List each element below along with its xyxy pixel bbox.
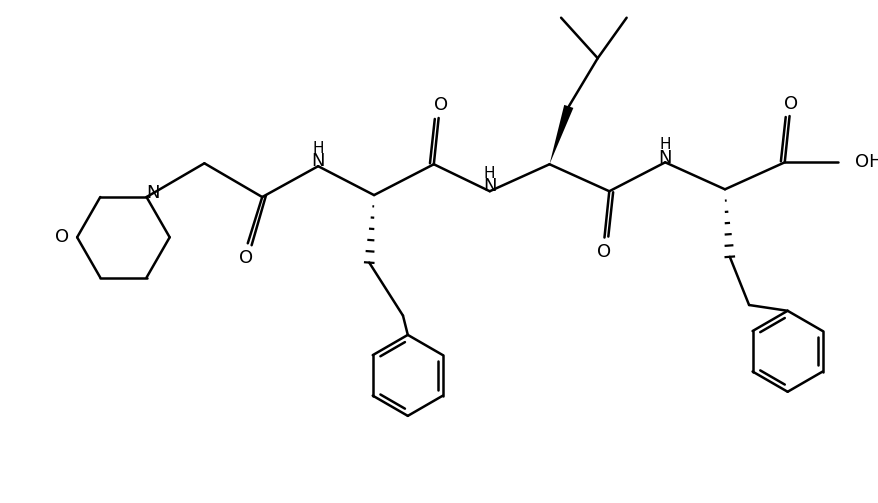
- Text: H: H: [658, 137, 670, 152]
- Text: O: O: [54, 228, 68, 246]
- Text: N: N: [658, 148, 671, 166]
- Polygon shape: [549, 105, 572, 164]
- Text: OH: OH: [854, 153, 878, 172]
- Text: O: O: [597, 243, 611, 261]
- Text: N: N: [482, 178, 496, 196]
- Text: O: O: [239, 249, 253, 267]
- Text: H: H: [312, 141, 323, 156]
- Text: N: N: [311, 152, 325, 171]
- Text: N: N: [147, 184, 160, 202]
- Text: O: O: [433, 97, 447, 115]
- Text: O: O: [783, 95, 797, 113]
- Text: H: H: [484, 166, 495, 182]
